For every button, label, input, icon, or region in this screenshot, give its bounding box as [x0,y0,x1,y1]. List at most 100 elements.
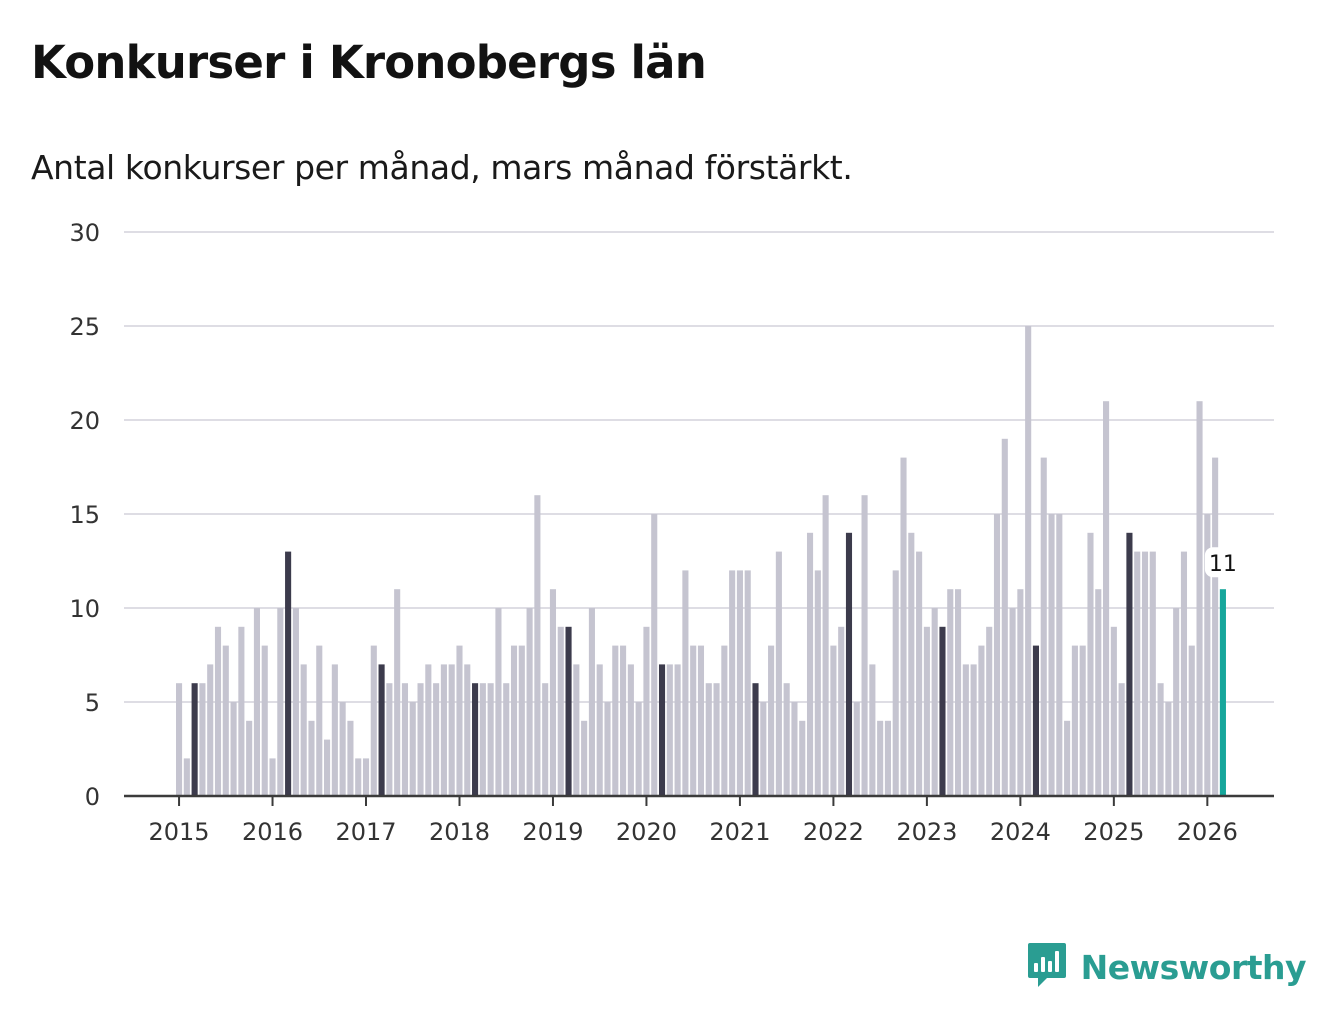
bar-2019-01[interactable] [549,589,557,796]
bar-2017-01[interactable] [362,758,370,796]
bar-2017-03[interactable] [378,664,385,796]
bar-2016-03[interactable] [285,551,292,796]
bar-2019-12[interactable] [635,702,642,796]
bar-2021-04[interactable] [760,702,767,796]
bar-2016-02[interactable] [277,608,284,796]
bar-2015-12[interactable] [261,645,268,796]
bar-2018-05[interactable] [487,683,494,796]
bar-2015-09[interactable] [238,626,245,796]
bar-2016-06[interactable] [308,720,315,796]
bar-2018-12[interactable] [542,683,549,796]
bar-2018-04[interactable] [479,683,486,796]
bar-2023-12[interactable] [1009,608,1016,796]
bar-2020-06[interactable] [682,570,689,796]
bar-2016-10[interactable] [339,702,346,796]
bar-2025-06[interactable] [1149,551,1156,796]
bar-2021-05[interactable] [768,645,775,796]
bar-2022-11[interactable] [908,532,915,796]
bar-2015-11[interactable] [253,608,260,796]
bar-2018-09[interactable] [518,645,525,796]
bar-2016-07[interactable] [316,645,323,796]
bar-2017-10[interactable] [433,683,440,796]
bar-2018-03[interactable] [472,683,479,796]
bar-2016-12[interactable] [355,758,362,796]
bar-2017-12[interactable] [448,664,455,796]
bar-2024-04[interactable] [1040,457,1047,796]
bar-2020-07[interactable] [690,645,697,796]
bar-2025-01[interactable] [1110,626,1117,796]
bar-2024-01[interactable] [1017,589,1024,796]
bar-2018-02[interactable] [464,664,471,796]
bar-2023-10[interactable] [993,514,1001,796]
bar-2023-03[interactable] [939,626,946,796]
bar-2021-08[interactable] [791,702,798,796]
bar-2015-03[interactable] [191,683,198,796]
bar-2018-10[interactable] [526,608,533,796]
bar-2021-03[interactable] [752,683,759,796]
bar-2020-08[interactable] [697,645,705,796]
bar-2015-05[interactable] [207,664,214,796]
bar-2017-09[interactable] [425,664,432,796]
bar-2021-11[interactable] [814,570,821,796]
bar-2015-07[interactable] [222,645,229,796]
bar-2017-02[interactable] [370,645,377,796]
bar-2016-11[interactable] [347,720,354,796]
bar-2023-11[interactable] [1001,438,1008,796]
bar-2019-11[interactable] [627,664,634,796]
bar-2024-12[interactable] [1103,401,1110,796]
bar-2017-05[interactable] [394,589,401,796]
bar-2022-01[interactable] [830,645,837,796]
bar-2023-08[interactable] [978,645,985,796]
bar-2020-11[interactable] [721,645,728,796]
bar-2026-01[interactable] [1204,514,1211,796]
bar-2017-07[interactable] [409,702,416,796]
bar-2026-03[interactable] [1219,589,1226,796]
bar-2025-11[interactable] [1188,645,1195,796]
bar-2018-08[interactable] [510,645,518,796]
newsworthy-logo[interactable]: Newsworthy [1027,942,1307,992]
bar-2023-06[interactable] [962,664,969,796]
bar-2023-07[interactable] [970,664,977,796]
bar-2024-08[interactable] [1071,645,1078,796]
bar-2019-08[interactable] [604,702,611,796]
bar-2020-03[interactable] [658,664,666,796]
bar-2017-04[interactable] [386,683,393,796]
bar-2020-12[interactable] [729,570,736,796]
bar-2022-12[interactable] [916,551,923,796]
bar-2021-10[interactable] [806,532,814,796]
bar-2015-10[interactable] [246,720,253,796]
bar-2026-02[interactable] [1212,457,1219,796]
bar-2019-06[interactable] [588,608,595,796]
bar-2025-03[interactable] [1126,532,1133,796]
bar-2016-04[interactable] [292,608,299,796]
bar-2024-06[interactable] [1056,514,1063,796]
bar-2023-02[interactable] [931,608,938,796]
bar-2025-09[interactable] [1173,608,1180,796]
bar-2019-04[interactable] [573,664,580,796]
bar-2016-08[interactable] [324,739,331,796]
bar-2022-06[interactable] [869,664,876,796]
bar-2015-06[interactable] [214,626,222,796]
bar-2016-05[interactable] [300,664,307,796]
bar-2023-01[interactable] [923,626,930,796]
bar-2021-12[interactable] [822,495,829,796]
bar-2015-01[interactable] [176,683,183,796]
bar-2025-05[interactable] [1141,551,1149,796]
bar-2021-09[interactable] [799,720,806,796]
bar-2025-12[interactable] [1196,401,1203,796]
bar-2021-02[interactable] [744,570,751,796]
bar-2025-07[interactable] [1157,683,1164,796]
bar-2023-05[interactable] [955,589,962,796]
bar-2019-07[interactable] [596,664,603,796]
bar-2015-08[interactable] [230,702,237,796]
bar-2025-04[interactable] [1134,551,1141,796]
bar-2018-06[interactable] [495,608,502,796]
bar-2016-09[interactable] [331,664,338,796]
bar-2022-03[interactable] [845,532,853,796]
bar-2021-01[interactable] [736,570,743,796]
bar-2020-04[interactable] [666,664,673,796]
bar-2018-01[interactable] [456,645,463,796]
bar-2020-09[interactable] [705,683,712,796]
bar-2021-06[interactable] [775,551,782,796]
bar-2019-09[interactable] [612,645,619,796]
